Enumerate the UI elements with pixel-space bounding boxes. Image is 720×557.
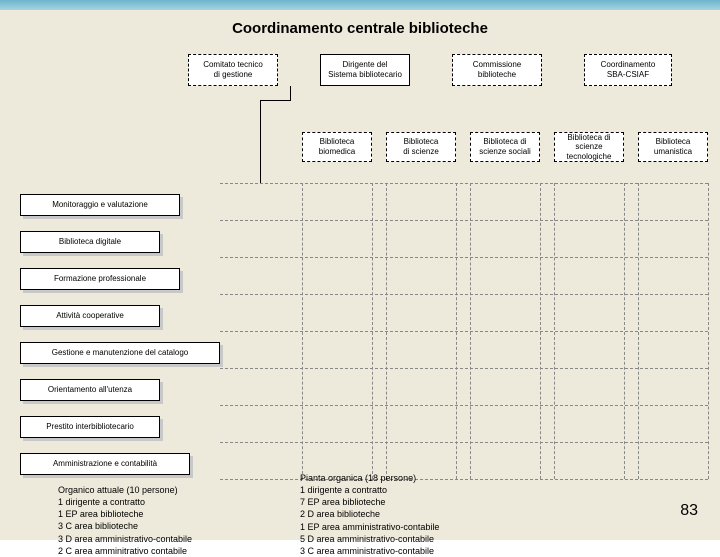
footer-line: 5 D area amministrativo-contabile [300, 533, 439, 545]
footer-line: 3 C area biblioteche [58, 520, 192, 532]
grid-col [540, 183, 541, 479]
footer-line: 1 EP area amministrativo-contabile [300, 521, 439, 533]
library-box: Biblioteca di scienze tecnologiche [554, 132, 624, 162]
side-box: Gestione e manutenzione del catalogo [20, 342, 220, 364]
top-box: Commissione biblioteche [452, 54, 542, 86]
footer-line: 1 dirigente a contratto [300, 484, 439, 496]
footer-line: Pianta organica (18 persone) [300, 472, 439, 484]
library-box: Biblioteca umanistica [638, 132, 708, 162]
library-box: Biblioteca di scienze [386, 132, 456, 162]
footer-line: Organico attuale (10 persone) [58, 484, 192, 496]
page-title: Coordinamento centrale biblioteche [0, 20, 720, 37]
grid-col [624, 183, 625, 479]
grid-col [456, 183, 457, 479]
top-box: Coordinamento SBA-CSIAF [584, 54, 672, 86]
grid-row [220, 331, 708, 332]
side-box: Formazione professionale [20, 268, 180, 290]
side-box: Orientamento all'utenza [20, 379, 160, 401]
grid-row [220, 405, 708, 406]
grid-col [638, 183, 639, 479]
grid-row [220, 368, 708, 369]
library-box: Biblioteca di scienze sociali [470, 132, 540, 162]
side-box: Attività cooperative [20, 305, 160, 327]
grid-col [708, 183, 709, 479]
top-gradient-bar [0, 0, 720, 10]
footer-line: 3 C area amministrativo-contabile [300, 545, 439, 557]
connector [260, 100, 261, 183]
footer-line: 1 dirigente a contratto [58, 496, 192, 508]
footer-line: 3 D area amministrativo-contabile [58, 533, 192, 545]
top-box: Dirigente del Sistema bibliotecario [320, 54, 410, 86]
page: Coordinamento centrale biblioteche Comit… [0, 0, 720, 540]
grid-col [302, 183, 303, 479]
footer-line: 2 C area amminitrativo contabile [58, 545, 192, 557]
grid-row [220, 183, 708, 184]
footer-line: 7 EP area biblioteche [300, 496, 439, 508]
footer-line: 1 EP area biblioteche [58, 508, 192, 520]
footer-left: Organico attuale (10 persone)1 dirigente… [58, 484, 192, 557]
grid-row [220, 479, 708, 480]
footer-line: 2 D area biblioteche [300, 508, 439, 520]
footer-right: Pianta organica (18 persone)1 dirigente … [300, 472, 439, 557]
grid-row [220, 220, 708, 221]
side-box: Monitoraggio e valutazione [20, 194, 180, 216]
grid-col [470, 183, 471, 479]
side-box: Prestito interbibliotecario [20, 416, 160, 438]
connector [260, 100, 291, 101]
grid-row [220, 294, 708, 295]
library-box: Biblioteca biomedica [302, 132, 372, 162]
top-box: Comitato tecnico di gestione [188, 54, 278, 86]
page-number: 83 [680, 502, 698, 520]
connector [290, 86, 291, 100]
grid-row [220, 257, 708, 258]
grid-col [554, 183, 555, 479]
grid-row [220, 442, 708, 443]
grid-col [372, 183, 373, 479]
grid-col [386, 183, 387, 479]
side-box: Biblioteca digitale [20, 231, 160, 253]
side-box: Amministrazione e contabilità [20, 453, 190, 475]
